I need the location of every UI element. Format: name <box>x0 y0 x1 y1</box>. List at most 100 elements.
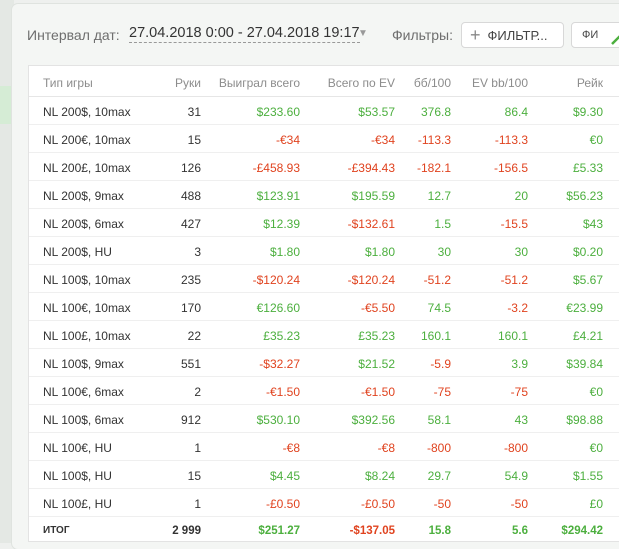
cell-rake: $5.67 <box>572 273 603 287</box>
cell-ev-bb100: 30 <box>514 245 528 259</box>
cell-ev-bb100: 54.9 <box>504 469 528 483</box>
background-highlight <box>0 86 14 124</box>
cell-game: NL 100€, HU <box>43 441 112 455</box>
table-row[interactable]: NL 100$, 10max 235 -$120.24 -$120.24 -51.2 -5… <box>29 265 619 293</box>
cell-ev: -€5.50 <box>360 301 395 315</box>
cell-ev: -$132.61 <box>347 217 395 231</box>
cell-hands: 170 <box>180 301 201 315</box>
cell-game: NL 200£, 10max <box>43 161 131 175</box>
total-rake: $294.42 <box>561 525 603 537</box>
cell-bb100: -800 <box>426 441 451 455</box>
cell-rake: €23.99 <box>566 301 603 315</box>
cell-bb100: 12.7 <box>427 189 451 203</box>
cell-won: -€1.50 <box>265 385 300 399</box>
cell-rake: €0 <box>589 441 603 455</box>
cell-won: -$32.27 <box>259 357 300 371</box>
header-bb100[interactable]: бб/100 <box>413 76 451 90</box>
cell-ev-bb100: -113.3 <box>494 133 528 147</box>
cell-rake: €0 <box>589 385 603 399</box>
header-ev-bb100[interactable]: EV bb/100 <box>471 76 528 90</box>
plus-icon: + <box>470 25 481 45</box>
cell-game: NL 100€, 10max <box>43 301 131 315</box>
cell-won: €126.60 <box>256 301 300 315</box>
total-row: ИТОГ 2 999 $251.27 -$137.05 15.8 5.6 $29… <box>29 517 619 545</box>
cell-won: -$120.24 <box>252 273 300 287</box>
add-filter-button[interactable]: + ФИЛЬТР... <box>461 22 564 48</box>
cell-rake: $1.55 <box>572 469 603 483</box>
cell-won: $530.10 <box>256 413 300 427</box>
cell-game: NL 100€, 6max <box>43 385 124 399</box>
cell-rake: $56.23 <box>566 189 603 203</box>
cell-ev: $21.52 <box>358 357 395 371</box>
cell-game: NL 200$, 10max <box>43 105 131 119</box>
cell-bb100: 30 <box>437 245 451 259</box>
cell-ev: -€1.50 <box>360 385 395 399</box>
cell-hands: 31 <box>187 105 201 119</box>
table-row[interactable]: NL 100€, 10max 170 €126.60 -€5.50 74.5 -3.2 €2… <box>29 293 619 321</box>
cell-won: $1.80 <box>269 245 300 259</box>
cell-game: NL 100£, 10max <box>43 329 131 343</box>
cell-game: NL 200$, 9max <box>43 189 124 203</box>
cell-hands: 427 <box>180 217 201 231</box>
second-filter-button[interactable]: ФИ <box>571 22 619 48</box>
date-range-selector[interactable]: 27.04.2018 0:00 - 27.04.2018 19:17 <box>129 25 360 43</box>
table-row[interactable]: NL 100£, 10max 22 £35.23 £35.23 160.1 160.1 £4… <box>29 321 619 349</box>
cell-ev: $195.59 <box>351 189 395 203</box>
cell-hands: 15 <box>187 469 201 483</box>
table-row[interactable]: NL 100£, HU 1 -£0.50 -£0.50 -50 -50 £0 <box>29 489 619 517</box>
table-row[interactable]: NL 100€, HU 1 -€8 -€8 -800 -800 €0 <box>29 433 619 461</box>
cell-ev: -£0.50 <box>360 497 395 511</box>
cell-won: $4.45 <box>269 469 300 483</box>
table-row[interactable]: NL 200$, 10max 31 $233.60 $53.57 376.8 86.4 $9… <box>29 97 619 125</box>
cell-hands: 2 <box>194 385 201 399</box>
header-rake[interactable]: Рейк <box>576 76 603 90</box>
cell-rake: $9.30 <box>572 105 603 119</box>
table-row[interactable]: NL 100$, 6max 912 $530.10 $392.56 58.1 43 $98.… <box>29 405 619 433</box>
cell-game: NL 100£, HU <box>43 497 112 511</box>
cell-ev-bb100: 43 <box>514 413 528 427</box>
total-bb100: 15.8 <box>428 525 451 537</box>
cell-hands: 3 <box>194 245 201 259</box>
cell-ev-bb100: -156.5 <box>493 161 528 175</box>
table-row[interactable]: NL 200£, 10max 126 -£458.93 -£394.43 -182.1 -… <box>29 153 619 181</box>
table-row[interactable]: NL 200$, 6max 427 $12.39 -$132.61 1.5 -15.5 $4… <box>29 209 619 237</box>
cell-won: -£458.93 <box>252 161 300 175</box>
table-row[interactable]: NL 200$, HU 3 $1.80 $1.80 30 30 $0.20 <box>29 237 619 265</box>
cell-hands: 488 <box>180 189 201 203</box>
cell-ev: -€8 <box>377 441 395 455</box>
cell-game: NL 200$, HU <box>43 245 112 259</box>
cell-ev: -$120.24 <box>347 273 395 287</box>
table-row[interactable]: NL 100$, HU 15 $4.45 $8.24 29.7 54.9 $1.55 <box>29 461 619 489</box>
cell-rake: €0 <box>589 133 603 147</box>
cell-ev: $8.24 <box>364 469 395 483</box>
cell-ev-bb100: -50 <box>510 497 528 511</box>
header-hands[interactable]: Руки <box>175 76 201 90</box>
cell-bb100: -113.3 <box>417 133 451 147</box>
header-game[interactable]: Тип игры <box>43 76 93 90</box>
cell-hands: 1 <box>194 497 201 511</box>
cell-bb100: 160.1 <box>420 329 451 343</box>
header-won[interactable]: Выиграл всего <box>218 76 300 90</box>
caret-down-icon[interactable]: ▼ <box>358 28 368 39</box>
cell-ev: -£394.43 <box>347 161 395 175</box>
cell-ev: $1.80 <box>364 245 395 259</box>
cell-hands: 912 <box>180 413 201 427</box>
table-row[interactable]: NL 200$, 9max 488 $123.91 $195.59 12.7 20 $56.… <box>29 181 619 209</box>
cell-won: -€8 <box>282 441 300 455</box>
header-ev[interactable]: Всего по EV <box>327 76 395 90</box>
cell-ev: £35.23 <box>358 329 395 343</box>
table-row[interactable]: NL 200€, 10max 15 -€34 -€34 -113.3 -113.3 €0 <box>29 125 619 153</box>
table-row[interactable]: NL 100$, 9max 551 -$32.27 $21.52 -5.9 3.9 $39.… <box>29 349 619 377</box>
cell-game: NL 100$, HU <box>43 469 112 483</box>
cell-rake: £5.33 <box>572 161 603 175</box>
total-game: ИТОГ <box>43 525 70 536</box>
cell-game: NL 100$, 9max <box>43 357 124 371</box>
cell-bb100: 376.8 <box>420 105 451 119</box>
cell-rake: $98.88 <box>566 413 603 427</box>
cell-bb100: 29.7 <box>427 469 451 483</box>
background-strip <box>0 0 14 543</box>
table-row[interactable]: NL 100€, 6max 2 -€1.50 -€1.50 -75 -75 €0 <box>29 377 619 405</box>
cell-game: NL 200€, 10max <box>43 133 131 147</box>
cell-ev-bb100: 3.9 <box>511 357 528 371</box>
stats-table: Тип игры Руки Выиграл всего Всего по EV … <box>28 65 619 542</box>
